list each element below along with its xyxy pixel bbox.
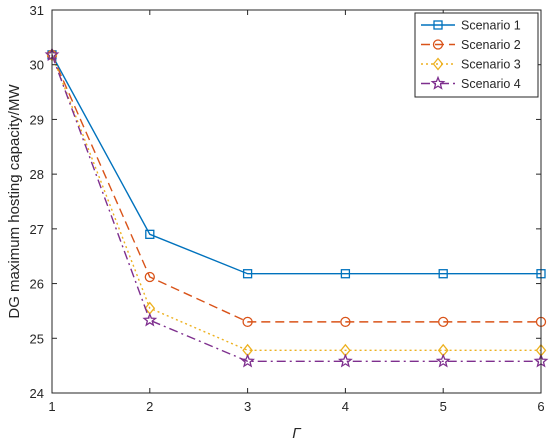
plot-frame — [51, 9, 542, 394]
x-tick-label: 1 — [48, 399, 55, 414]
data-point — [337, 353, 353, 368]
y-tick-label: 31 — [30, 3, 44, 18]
data-point — [438, 316, 449, 328]
y-tick-label: 30 — [30, 58, 44, 73]
legend-marker — [433, 20, 443, 30]
legend-item: Scenario 1 — [421, 19, 521, 33]
y-tick-label: 29 — [30, 112, 44, 127]
data-point — [145, 229, 155, 239]
data-point — [340, 269, 351, 279]
legend-item: Scenario 2 — [421, 38, 521, 52]
legend-item: Scenario 4 — [421, 75, 521, 91]
series-line — [51, 54, 541, 275]
series-layer — [44, 47, 549, 368]
legend: Scenario 1 Scenario 2 Scenario 3 Scenario 4 — [414, 12, 539, 98]
data-point — [242, 269, 253, 279]
y-tick-label: 25 — [30, 331, 44, 346]
data-point — [435, 353, 451, 368]
data-point — [438, 269, 448, 279]
legend-item: Scenario 3 — [421, 57, 521, 72]
x-tick-label: 5 — [440, 399, 447, 414]
data-point — [240, 353, 256, 368]
legend-marker — [430, 75, 446, 90]
x-tick-label: 4 — [342, 399, 349, 414]
series-line — [51, 54, 541, 362]
legend-marker — [432, 57, 444, 71]
data-point — [144, 271, 155, 283]
series-line — [51, 54, 541, 323]
y-axis-label: DG maximum hosting capacity/MW — [6, 84, 23, 319]
series-line — [51, 54, 541, 352]
data-point — [142, 312, 158, 327]
legend-label: Scenario 1 — [461, 19, 521, 33]
data-point — [340, 316, 351, 328]
data-point — [242, 316, 253, 328]
y-tick-label: 24 — [30, 386, 44, 401]
legend-label: Scenario 2 — [461, 38, 521, 52]
legend-marker — [432, 39, 444, 50]
legend-label: Scenario 4 — [461, 77, 521, 91]
y-tick-label: 26 — [30, 277, 44, 292]
x-tick-label: 3 — [244, 399, 251, 414]
x-tick-label: 6 — [537, 399, 544, 414]
x-tick-label: 2 — [146, 399, 153, 414]
x-axis-label: Γ — [292, 425, 302, 442]
y-tick-label: 28 — [30, 167, 44, 182]
y-tick-label: 27 — [30, 222, 44, 237]
axes: 1 2 3 4 5 6 24 25 26 27 28 29 30 31 — [30, 3, 545, 414]
legend-label: Scenario 3 — [461, 58, 521, 72]
